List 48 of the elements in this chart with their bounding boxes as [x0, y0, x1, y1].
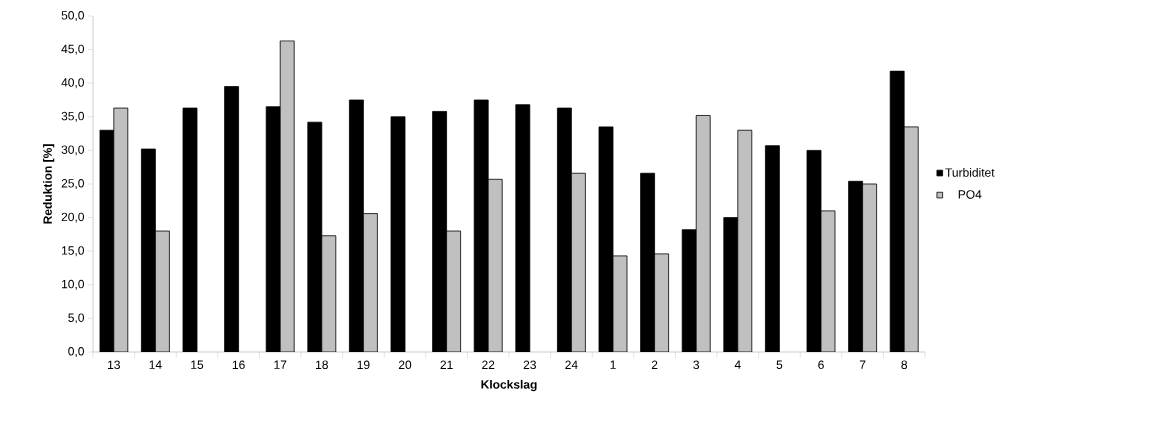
x-tick-label: 16	[232, 360, 245, 370]
y-tick-label: 25,0	[61, 179, 85, 189]
x-tick-label: 20	[398, 360, 412, 370]
bar	[903, 126, 919, 352]
x-tick-label: 7	[859, 360, 866, 369]
y-tick-label: 5,0	[68, 313, 85, 324]
x-tick-label: 6	[818, 360, 824, 370]
x-tick-label: 1	[610, 360, 616, 369]
bar	[279, 40, 295, 352]
bar	[446, 230, 461, 352]
x-tick-label: 3	[693, 360, 700, 370]
y-tick-label: 50,0	[61, 11, 85, 21]
x-tick-label: 2	[651, 360, 658, 369]
y-tick-label: 45,0	[61, 44, 85, 55]
x-tick-label: 24	[565, 360, 578, 369]
x-tick-label: 8	[901, 360, 908, 370]
bar	[487, 178, 503, 352]
bar	[862, 183, 877, 352]
x-tick-label: 5	[776, 360, 783, 369]
bar	[363, 213, 378, 352]
x-tick-label: 17	[274, 360, 287, 369]
y-tick-label: 30,0	[61, 145, 85, 156]
bar	[113, 107, 129, 352]
y-tick-label: 15,0	[62, 246, 85, 257]
y-tick-label: 40,0	[61, 78, 85, 89]
bar	[737, 129, 753, 352]
y-tick-label: 20,0	[61, 212, 85, 223]
y-tick-label: 10,0	[62, 279, 85, 290]
bar	[571, 172, 586, 352]
legend-label: PO4	[958, 190, 982, 199]
x-tick-label: 13	[108, 360, 120, 370]
x-tick-label: 4	[734, 360, 741, 369]
x-tick-label: 18	[316, 360, 328, 370]
bar	[695, 115, 711, 352]
bar	[321, 235, 337, 352]
x-tick-label: 15	[191, 360, 204, 369]
y-tick-label: 35,0	[61, 111, 85, 122]
bar	[155, 230, 170, 352]
legend-label: Turbiditet	[945, 167, 995, 177]
x-tick-label: 22	[482, 360, 495, 369]
bar	[654, 253, 670, 352]
x-tick-label: 19	[357, 360, 370, 370]
x-tick-label: 21	[440, 360, 453, 369]
y-tick-label: 0,0	[68, 347, 85, 357]
x-tick-label: 23	[523, 360, 536, 370]
x-tick-label: 14	[149, 360, 162, 369]
y-axis-title: Reduktion [%]	[43, 144, 55, 224]
x-axis-title: Klockslag	[481, 379, 537, 392]
